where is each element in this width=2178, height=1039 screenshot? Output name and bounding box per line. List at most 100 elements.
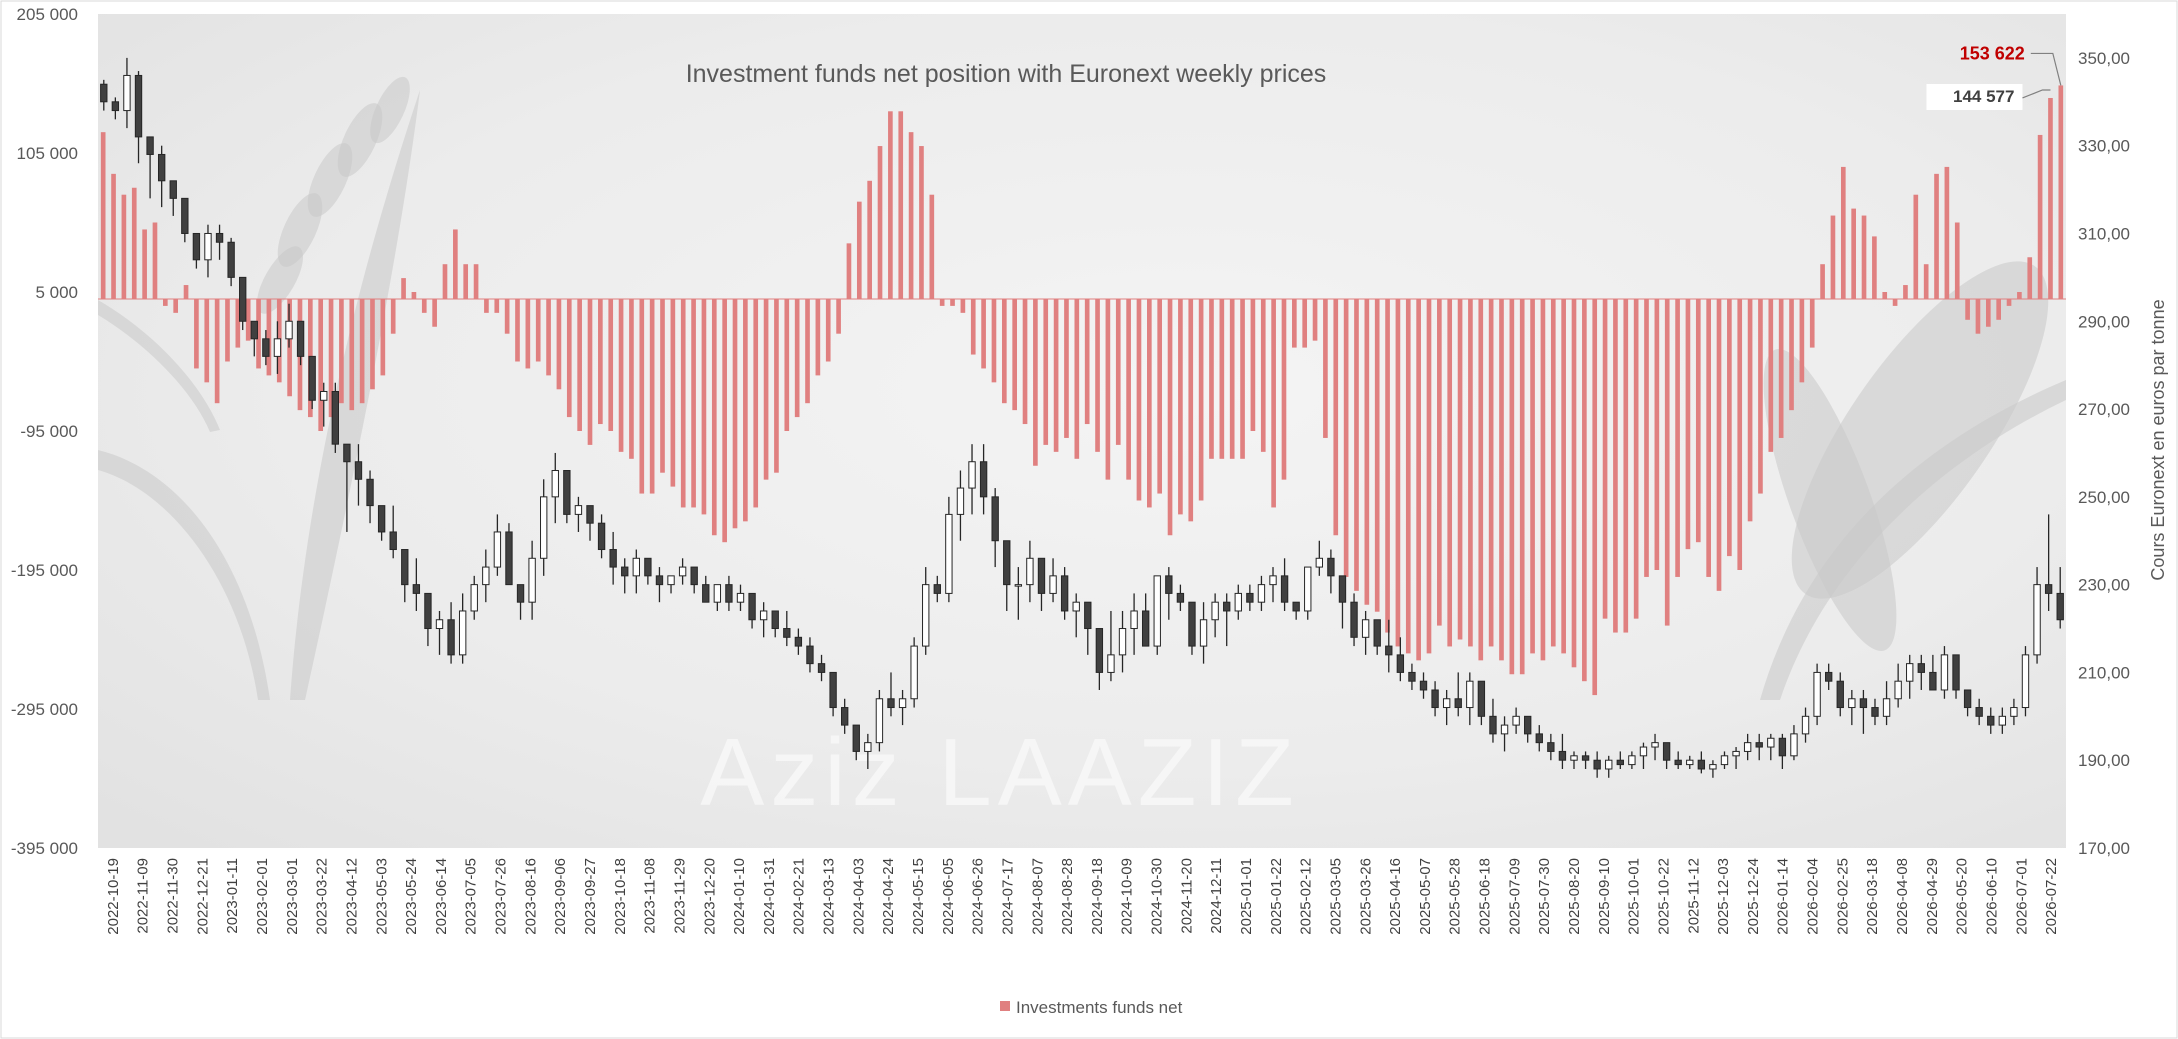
candle-body — [540, 496, 548, 559]
candle-body — [1859, 698, 1868, 709]
bar — [1706, 298, 1711, 577]
bar — [183, 285, 189, 299]
callout-box-144577 — [1926, 83, 2023, 110]
candle-body — [424, 592, 432, 630]
candle-body — [1524, 715, 1532, 735]
candle-body — [1743, 742, 1752, 752]
candle-body — [1130, 610, 1138, 630]
x-tick-label: 2024-01-10 — [731, 858, 748, 935]
candle — [1257, 575, 1266, 611]
bar — [1302, 298, 1308, 348]
candle-body — [157, 153, 166, 182]
x-tick-label: 2023-11-08 — [642, 858, 659, 934]
candle-body — [1084, 601, 1092, 630]
candle — [1361, 610, 1370, 655]
candle — [1894, 663, 1902, 708]
bar — [763, 298, 769, 480]
bar — [1281, 298, 1287, 480]
candle-body — [1581, 755, 1590, 761]
candle-body — [1987, 715, 1995, 726]
candle-body — [702, 584, 710, 603]
candle — [1176, 584, 1185, 611]
bar — [1758, 298, 1763, 494]
candle — [1674, 751, 1682, 769]
candle-body — [1929, 671, 1937, 691]
x-tick-label: 2024-04-03 — [850, 858, 867, 935]
x-tick-label: 2024-04-24 — [880, 858, 897, 935]
y-tick-label: -295 000 — [11, 700, 78, 719]
candle — [1778, 733, 1787, 769]
candle-body — [875, 698, 884, 744]
candle-body — [192, 232, 201, 261]
candle-body — [922, 584, 930, 647]
candle-body — [1906, 663, 1914, 682]
y-axis-left: 205 000 105 000 5 000 -95 000 -195 000 -295 0… — [11, 5, 78, 858]
bar — [1478, 298, 1484, 661]
candle — [1211, 593, 1219, 638]
bar — [235, 298, 241, 348]
annotations: 153 622 144 577 — [1926, 43, 2062, 110]
candle — [1037, 557, 1046, 611]
candle — [146, 136, 154, 199]
candle-body — [1095, 628, 1104, 673]
bar — [774, 298, 779, 473]
candle — [1651, 733, 1659, 761]
candle-body — [1940, 654, 1949, 691]
candle-body — [146, 136, 154, 155]
candle-body — [1593, 759, 1601, 770]
x-tick-label: 2025-03-26 — [1357, 858, 1374, 935]
candle — [424, 592, 432, 647]
bar — [515, 298, 520, 362]
candle-body — [1107, 654, 1115, 673]
bar — [1167, 298, 1173, 536]
candle-body — [1813, 671, 1821, 717]
candle-body — [447, 619, 455, 656]
candle — [1524, 715, 1532, 743]
x-tick-label: 2025-01-01 — [1238, 858, 1255, 935]
x-tick-label: 2023-03-01 — [284, 858, 301, 935]
candle-body — [412, 584, 421, 594]
candle-body — [898, 698, 907, 709]
candle — [632, 549, 640, 594]
bar — [1550, 298, 1556, 647]
bar — [1820, 264, 1825, 299]
bar — [867, 180, 872, 299]
x-tick-label: 2025-03-05 — [1328, 858, 1345, 935]
bar — [1499, 298, 1504, 661]
x-tick-label: 2023-11-29 — [672, 858, 689, 934]
candle — [1639, 742, 1648, 769]
candle-body — [111, 101, 120, 112]
candle-body — [1674, 759, 1682, 766]
bar — [1260, 298, 1266, 452]
bar — [1229, 298, 1235, 459]
bar — [1789, 298, 1794, 411]
candle — [331, 382, 340, 453]
callout-label-144577: 144 577 — [1953, 87, 2014, 106]
x-tick-label: 2025-04-16 — [1387, 858, 1404, 935]
bar — [163, 298, 168, 306]
bar — [556, 298, 562, 390]
candle-body — [864, 742, 872, 752]
candle-body — [134, 74, 143, 138]
bar — [1965, 298, 1970, 320]
candle-body — [1778, 737, 1787, 757]
y-tick-label: 5 000 — [35, 283, 78, 302]
candle — [898, 689, 907, 726]
candle-body — [945, 513, 953, 594]
candle — [702, 575, 710, 603]
candle — [1107, 610, 1115, 682]
bar — [1530, 298, 1535, 654]
candle — [1466, 672, 1474, 726]
candle-body — [1431, 689, 1439, 709]
candle — [192, 232, 201, 269]
candle-body — [1662, 742, 1671, 761]
candle-body — [528, 557, 536, 603]
candle-body — [956, 487, 965, 515]
bar — [939, 298, 945, 306]
candle-body — [285, 320, 293, 340]
bar — [349, 298, 355, 411]
x-tick-label: 2023-09-27 — [582, 858, 599, 935]
candle — [1489, 698, 1497, 743]
bar — [1664, 298, 1670, 626]
